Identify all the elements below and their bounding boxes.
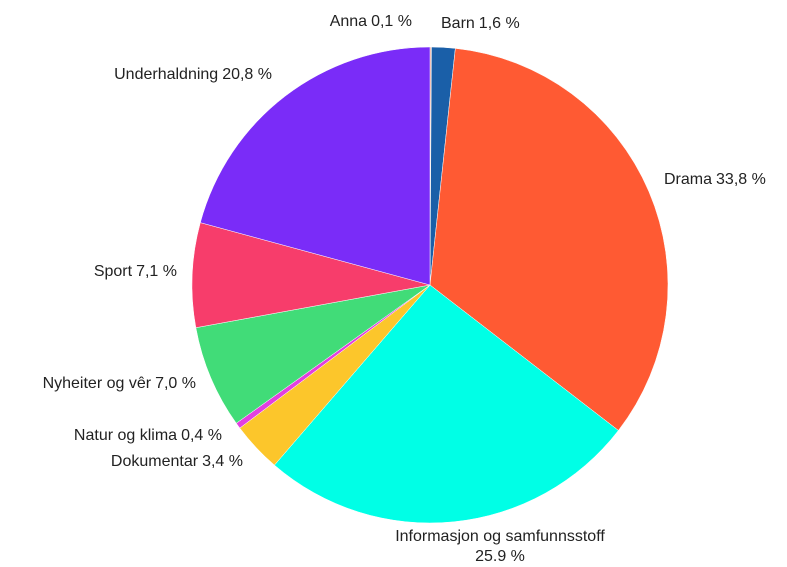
slice-value: 3,4 % <box>202 453 243 470</box>
slice-category: Informasjon og samfunnsstoff <box>395 528 605 545</box>
slice-label: Anna 0,1 % <box>330 13 412 30</box>
slice-category: Underhaldning <box>114 66 218 83</box>
pie-slice <box>274 284 619 524</box>
slice-label: Underhaldning 20,8 % <box>114 66 272 83</box>
slice-label: Natur og klima 0,4 % <box>74 427 222 444</box>
slice-category: Dokumentar <box>111 453 199 470</box>
slice-value: 7,0 % <box>155 375 196 392</box>
slice-label: Informasjon og samfunnsstoff 25.9 % <box>395 528 605 565</box>
pie-slice <box>429 48 669 431</box>
slice-category: Natur og klima <box>74 427 177 444</box>
slice-category: Drama <box>664 171 712 188</box>
slice-value: 1,6 % <box>479 15 520 32</box>
slice-label: Dokumentar 3,4 % <box>111 453 243 470</box>
pie-slice <box>195 284 431 424</box>
pie-slice <box>200 46 431 286</box>
pie-slice <box>191 222 431 329</box>
slice-value: 25.9 % <box>475 548 525 565</box>
slice-label: Barn 1,6 % <box>441 15 520 32</box>
slice-category: Sport <box>94 263 133 280</box>
slice-value: 20,8 % <box>222 66 272 83</box>
slice-label: Drama 33,8 % <box>664 171 766 188</box>
slice-category: Anna <box>330 13 367 30</box>
slice-value: 33,8 % <box>716 171 766 188</box>
slice-value: 0,4 % <box>181 427 222 444</box>
slice-category: Barn <box>441 15 475 32</box>
slice-value: 0,1 % <box>371 13 412 30</box>
slice-label: Nyheiter og vêr 7,0 % <box>43 375 196 392</box>
slice-label: Sport 7,1 % <box>94 263 177 280</box>
slice-category: Nyheiter og vêr <box>43 375 152 392</box>
slice-value: 7,1 % <box>136 263 177 280</box>
